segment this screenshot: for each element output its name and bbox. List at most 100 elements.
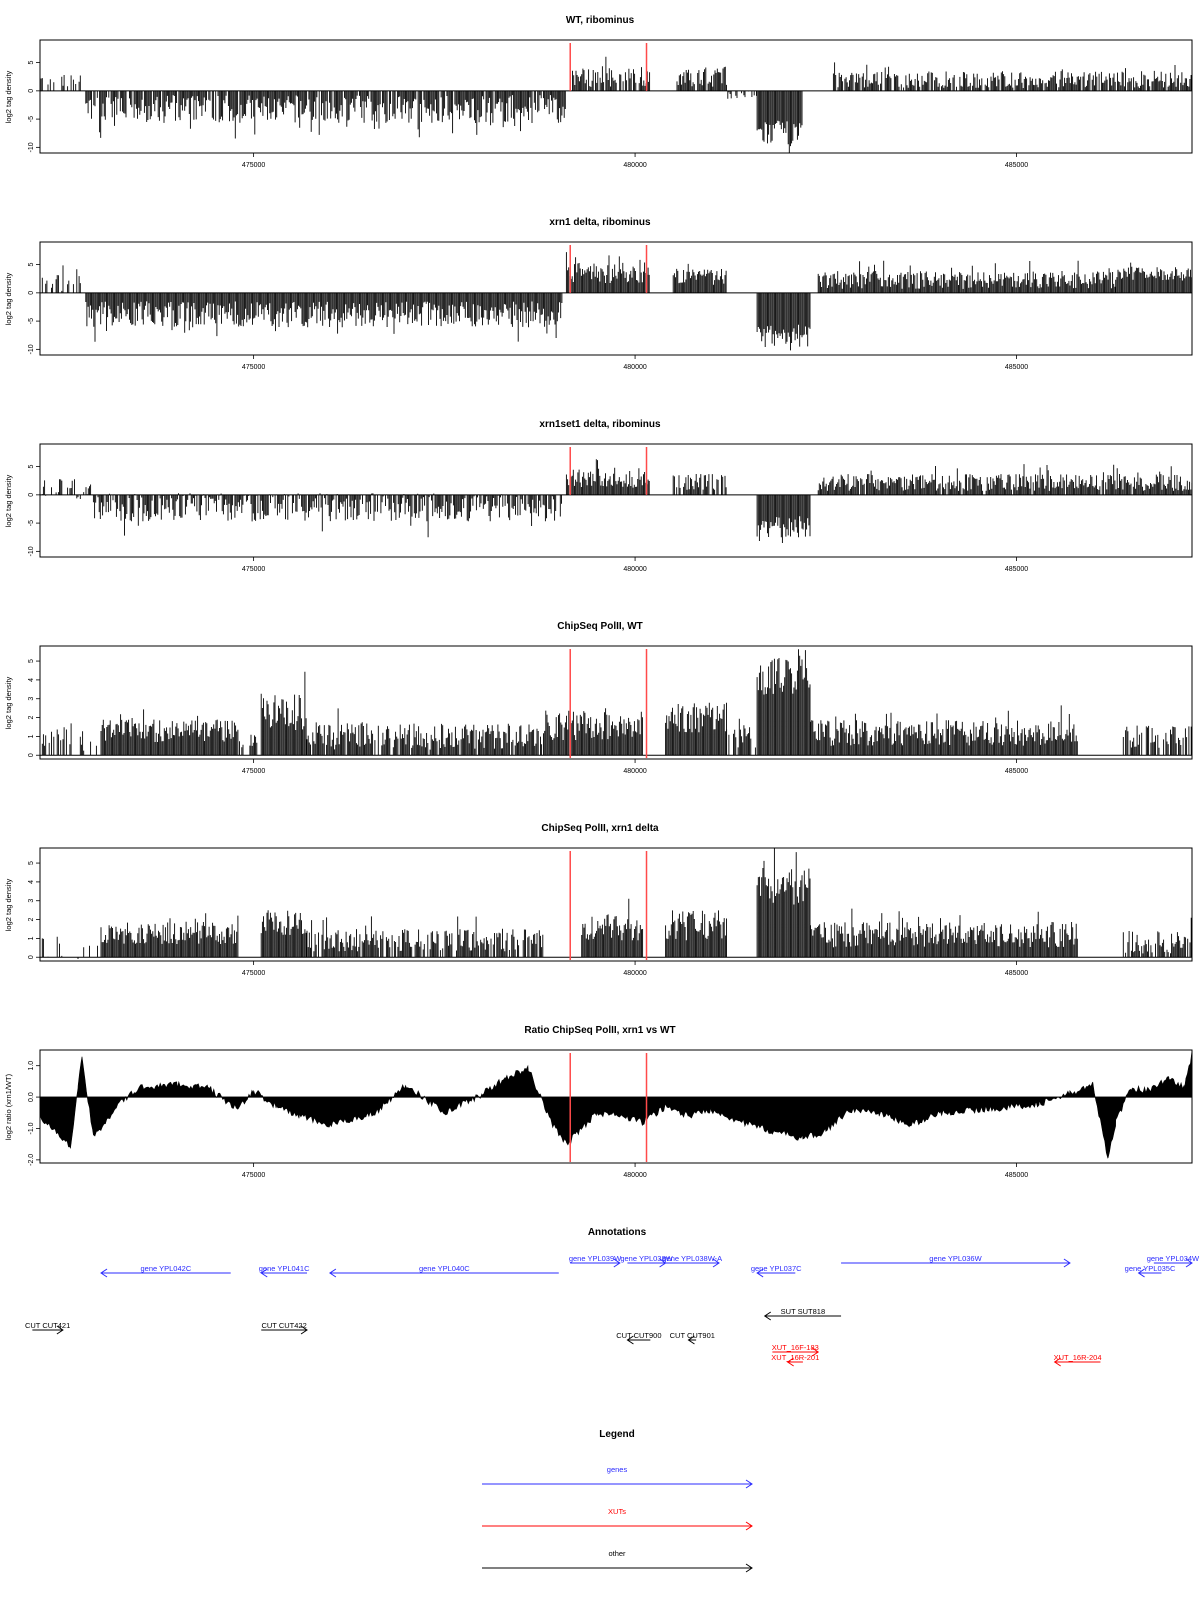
y-tick-label: 5 (28, 659, 35, 663)
arrow-head-icon (786, 1357, 794, 1367)
y-tick-label: 0 (28, 955, 35, 959)
plot-frame (39, 443, 1193, 558)
annotations-section: Annotations gene YPL042C gene YPL041C gene… (25, 1227, 1200, 1367)
y-tick-label: -5 (28, 318, 35, 324)
panel-title: ChipSeq PolII, xrn1 delta (541, 823, 659, 834)
gene-label: gene YPL036W (929, 1254, 982, 1263)
y-tick-label: 2 (28, 918, 35, 922)
y-tick-label: -5 (28, 520, 35, 526)
y-tick-label: 0 (28, 493, 35, 497)
y-axis-label: log2 tag density (4, 70, 13, 123)
panel-title: xrn1set1 delta, ribominus (539, 419, 661, 430)
x-tick-label: 485000 (1005, 566, 1028, 573)
arrow-head-icon (56, 1325, 64, 1335)
y-tick-label: 3 (28, 899, 35, 903)
y-tick-label: 3 (28, 697, 35, 701)
x-tick-label: 480000 (623, 970, 646, 977)
y-axis-label: log2 tag density (4, 272, 13, 325)
other-label: CUT CUT901 (670, 1331, 715, 1340)
gene-label: gene YPL038W (620, 1254, 673, 1263)
x-tick-label: 480000 (623, 162, 646, 169)
gene-label: gene YPL039W (569, 1254, 622, 1263)
y-axis-label: log2 tag density (4, 878, 13, 931)
gene-label: gene YPL042C (141, 1264, 192, 1273)
y-tick-label: 5 (28, 861, 35, 865)
panel-wt-ribominus: WT, ribominus log2 tag density -10 -5 0 5 47… (4, 15, 1193, 169)
y-tick-label: -10 (28, 142, 35, 152)
signal-bars (39, 252, 1193, 351)
arrow-head-icon (100, 1268, 108, 1278)
plot-frame (39, 39, 1193, 154)
arrow-head-icon (613, 1258, 621, 1268)
signal-bars (41, 848, 1192, 959)
y-tick-label: -10 (28, 546, 35, 556)
annotation-tracks: gene YPL042C gene YPL041C gene YPL040C gene… (25, 1254, 1200, 1367)
y-tick-label: 5 (28, 61, 35, 65)
x-tick-label: 485000 (1005, 768, 1028, 775)
y-tick-label: -1.0 (28, 1122, 35, 1134)
x-tick-label: 480000 (623, 768, 646, 775)
panel-title: xrn1 delta, ribominus (549, 217, 651, 228)
arrow-head-icon (1053, 1357, 1061, 1367)
panel-title: ChipSeq PolII, WT (557, 621, 643, 632)
gene-label: gene YPL040C (419, 1264, 470, 1273)
gene-label: gene YPL037C (751, 1264, 802, 1273)
other-label: SUT SUT818 (781, 1307, 825, 1316)
arrow-head-icon (811, 1347, 820, 1357)
y-tick-label: 1 (28, 734, 35, 738)
arrow-head-icon (260, 1268, 268, 1278)
other-label: CUT CUT422 (261, 1321, 306, 1330)
panel-title: Ratio ChipSeq PolII, xrn1 vs WT (524, 1025, 675, 1036)
x-tick-label: 485000 (1005, 162, 1028, 169)
x-tick-label: 475000 (242, 1172, 265, 1179)
y-axis-label: log2 tag density (4, 474, 13, 527)
x-tick-label: 485000 (1005, 1172, 1028, 1179)
x-tick-label: 480000 (623, 364, 646, 371)
arrow-head-icon (329, 1268, 337, 1278)
plot-area: 0 1 2 3 4 5 475000 480000 485000 (28, 847, 1193, 977)
arrow-head-icon (763, 1311, 772, 1321)
gene-label: gene YPL034W (1147, 1254, 1200, 1263)
other-label: CUT CUT421 (25, 1321, 70, 1330)
legend-title: Legend (599, 1429, 635, 1440)
arrow-head-icon (1137, 1268, 1145, 1278)
other-label: CUT CUT900 (616, 1331, 661, 1340)
plot-area: -10 -5 0 5 475000 480000 485000 (28, 241, 1193, 371)
arrow-head-icon (745, 1563, 753, 1573)
y-tick-label: 5 (28, 465, 35, 469)
y-tick-label: 1 (28, 936, 35, 940)
arrow-head-icon (687, 1335, 695, 1345)
plot-frame (39, 847, 1193, 962)
x-tick-label: 485000 (1005, 364, 1028, 371)
plot-area: -10 -5 0 5 475000 480000 485000 (28, 39, 1193, 169)
legend-items: genes XUTs other (482, 1465, 753, 1573)
y-tick-label: 2 (28, 716, 35, 720)
y-tick-label: 1.0 (28, 1061, 35, 1071)
plot-area: 0 1 2 3 4 5 475000 480000 485000 (28, 645, 1193, 775)
y-tick-label: -5 (28, 116, 35, 122)
arrow-head-icon (745, 1479, 753, 1489)
gene-label: gene YPL035C (1125, 1264, 1176, 1273)
y-tick-label: 4 (28, 880, 35, 884)
arrow-head-icon (626, 1335, 634, 1345)
xut-label: XUT_16R-201 (771, 1353, 819, 1362)
y-tick-label: -2.0 (28, 1154, 35, 1166)
signal-bars (41, 459, 1193, 543)
y-axis-label: log2 ratio (xrn1/WT) (4, 1073, 13, 1140)
panel-title: WT, ribominus (566, 15, 635, 26)
arrow-head-icon (300, 1325, 308, 1335)
arrow-head-icon (756, 1268, 764, 1278)
gene-label: gene YPL038W-A (662, 1254, 722, 1263)
y-tick-label: 5 (28, 263, 35, 267)
legend-section: Legend genes XUTs other (482, 1429, 753, 1573)
legend-label: other (608, 1549, 626, 1558)
panel-xrn1-ribominus: xrn1 delta, ribominus log2 tag density -… (4, 217, 1193, 371)
x-tick-label: 475000 (242, 364, 265, 371)
legend-label: genes (607, 1465, 628, 1474)
arrow-head-icon (712, 1258, 720, 1268)
ratio-area (39, 1051, 1193, 1159)
arrow-head-icon (1063, 1258, 1071, 1268)
x-tick-label: 475000 (242, 162, 265, 169)
xut-label: XUT_16F-183 (772, 1343, 819, 1352)
